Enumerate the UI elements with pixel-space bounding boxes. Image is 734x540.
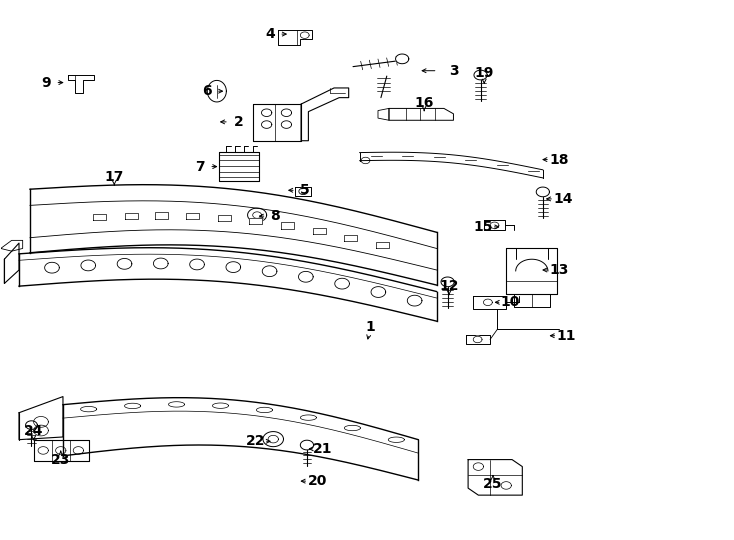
Polygon shape: [281, 109, 291, 117]
Text: 1: 1: [366, 320, 376, 334]
Polygon shape: [117, 259, 132, 269]
Polygon shape: [81, 260, 95, 271]
Polygon shape: [34, 440, 89, 461]
Text: 7: 7: [195, 160, 205, 173]
Polygon shape: [376, 242, 389, 248]
Polygon shape: [26, 421, 37, 429]
Polygon shape: [441, 277, 454, 287]
Polygon shape: [371, 287, 385, 298]
Polygon shape: [4, 243, 19, 284]
Text: 2: 2: [234, 115, 244, 129]
Text: 17: 17: [104, 170, 124, 184]
Polygon shape: [407, 295, 422, 306]
Polygon shape: [501, 482, 512, 489]
Polygon shape: [299, 188, 308, 194]
Text: 21: 21: [313, 442, 333, 456]
Text: 13: 13: [549, 263, 569, 277]
Polygon shape: [468, 460, 523, 495]
Text: 11: 11: [556, 329, 576, 343]
Polygon shape: [268, 435, 278, 443]
Polygon shape: [299, 272, 313, 282]
Polygon shape: [344, 235, 357, 241]
Text: 19: 19: [474, 66, 494, 80]
Polygon shape: [490, 222, 499, 228]
Polygon shape: [295, 186, 311, 195]
Polygon shape: [537, 187, 550, 197]
Polygon shape: [313, 228, 326, 234]
Polygon shape: [34, 416, 48, 427]
Polygon shape: [38, 447, 48, 454]
Text: 25: 25: [483, 477, 503, 491]
Polygon shape: [277, 30, 312, 45]
Polygon shape: [1, 240, 23, 251]
Polygon shape: [252, 212, 261, 218]
Polygon shape: [389, 109, 454, 120]
Text: 23: 23: [51, 453, 70, 467]
Polygon shape: [68, 75, 95, 93]
Text: 10: 10: [500, 295, 520, 309]
Polygon shape: [466, 335, 490, 345]
Text: 14: 14: [553, 192, 573, 206]
Polygon shape: [473, 463, 484, 470]
Polygon shape: [300, 32, 309, 38]
Polygon shape: [226, 262, 241, 273]
Polygon shape: [45, 262, 59, 273]
Polygon shape: [249, 218, 262, 224]
Text: 16: 16: [415, 96, 434, 110]
Polygon shape: [301, 88, 349, 141]
Text: 12: 12: [440, 279, 459, 293]
Text: 24: 24: [24, 423, 43, 437]
Polygon shape: [396, 54, 409, 64]
Polygon shape: [93, 214, 106, 220]
Polygon shape: [378, 109, 389, 120]
Polygon shape: [263, 431, 283, 447]
Polygon shape: [261, 109, 272, 117]
Polygon shape: [34, 425, 48, 436]
Text: 8: 8: [271, 209, 280, 223]
Polygon shape: [186, 213, 199, 219]
Polygon shape: [125, 213, 138, 219]
Text: 5: 5: [300, 183, 310, 197]
Polygon shape: [56, 447, 66, 454]
Polygon shape: [189, 259, 204, 270]
Text: 22: 22: [246, 434, 266, 448]
Polygon shape: [361, 157, 370, 164]
Polygon shape: [281, 222, 294, 229]
Polygon shape: [474, 70, 487, 80]
Polygon shape: [219, 152, 258, 181]
Polygon shape: [156, 212, 169, 219]
Polygon shape: [253, 104, 301, 141]
Text: 4: 4: [266, 27, 275, 41]
Polygon shape: [514, 294, 550, 307]
Polygon shape: [262, 266, 277, 276]
Polygon shape: [484, 299, 493, 306]
Text: 3: 3: [448, 64, 458, 78]
Polygon shape: [73, 447, 84, 454]
Polygon shape: [261, 121, 272, 129]
Polygon shape: [19, 396, 63, 440]
Polygon shape: [473, 296, 506, 309]
Polygon shape: [335, 278, 349, 289]
Polygon shape: [247, 208, 266, 222]
Text: 15: 15: [473, 220, 493, 234]
Polygon shape: [217, 215, 230, 221]
Polygon shape: [281, 121, 291, 129]
Text: 9: 9: [41, 76, 51, 90]
Text: 18: 18: [549, 153, 569, 166]
Polygon shape: [300, 440, 313, 450]
Polygon shape: [473, 336, 482, 343]
Polygon shape: [506, 248, 558, 294]
Polygon shape: [153, 258, 168, 269]
Text: 6: 6: [203, 84, 212, 98]
Text: 20: 20: [308, 474, 327, 488]
Polygon shape: [484, 220, 505, 230]
